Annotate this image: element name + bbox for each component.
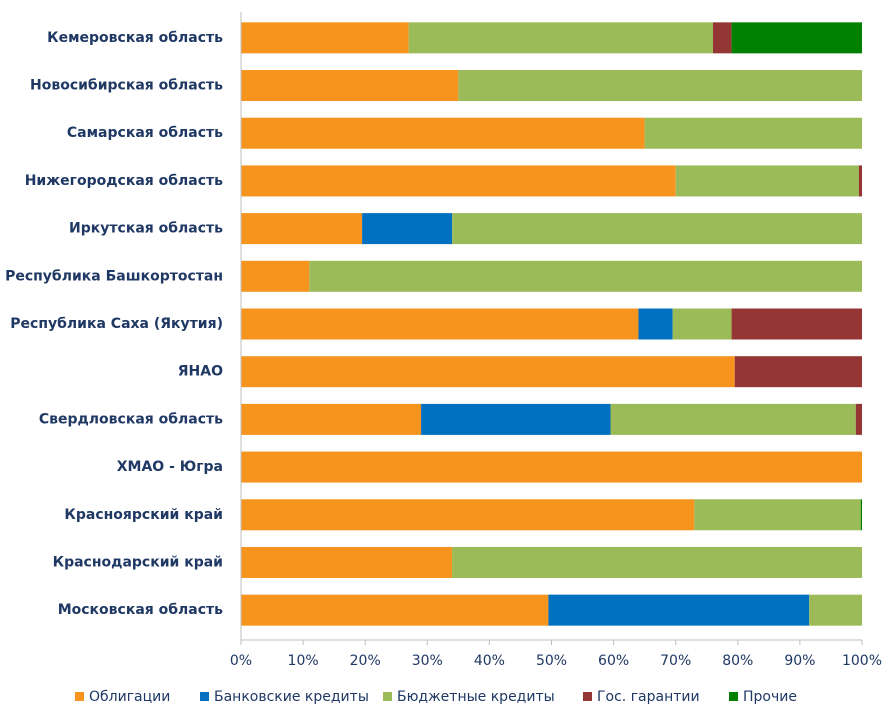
legend-swatch [75,692,84,701]
bar-segment [241,117,645,149]
legend-swatch [200,692,209,701]
x-tick-label: 10% [288,653,319,669]
bar-segment [672,308,732,340]
bar-segment [241,499,695,531]
legend-swatch [583,692,592,701]
bar-segment [241,165,676,197]
bar-segment [241,356,735,388]
legend-swatch [729,692,738,701]
bar-segment [241,260,310,292]
bar-segment [731,22,862,54]
bar-segment [712,22,732,54]
bar-segment [241,546,453,578]
bar-segment [644,117,862,149]
category-label: Новосибирская область [30,78,223,94]
category-label: Кемеровская область [47,30,223,46]
bar-segment [309,260,862,292]
bar-segment [855,403,862,435]
bar-segment [421,403,611,435]
legend-label: Облигации [89,689,170,705]
bar-segment [610,403,856,435]
bar-segment [809,594,862,626]
bar-segment [452,213,862,245]
bar-segment [860,499,862,531]
bar-segment [675,165,859,197]
bar-segment [241,403,422,435]
bar-segment [408,22,713,54]
legend-label: Банковские кредиты [214,689,369,705]
category-label: ЯНАО [178,364,223,380]
x-tick-label: 90% [784,653,815,669]
legend-label: Гос. гарантии [597,689,700,705]
bar-segment [241,213,363,245]
category-label: Иркутская область [69,221,223,237]
bar-segment [452,546,862,578]
x-tick-label: 80% [722,653,753,669]
bar-segment [241,451,862,483]
category-label: Республика Башкортостан [5,268,223,284]
x-tick-label: 50% [536,653,567,669]
legend-swatch [383,692,392,701]
bar-segment [694,499,861,531]
category-label: Нижегородская область [25,173,223,189]
legend-label: Бюджетные кредиты [397,689,555,705]
bar-segment [548,594,810,626]
category-label: Краснодарский край [53,554,223,570]
bar-segment [458,70,862,102]
bar-segment [858,165,862,197]
x-tick-label: 60% [598,653,629,669]
legend-label: Прочие [743,689,797,705]
bar-segment [241,70,459,102]
bar-segment [362,213,453,245]
bar-segment [241,22,409,54]
x-tick-label: 0% [230,653,252,669]
category-label: Свердловская область [39,411,223,427]
bar-segment [638,308,673,340]
x-tick-label: 100% [842,653,882,669]
category-label: ХМАО - Югра [117,459,223,475]
category-label: Республика Саха (Якутия) [10,316,223,332]
x-tick-label: 40% [474,653,505,669]
x-tick-label: 20% [350,653,381,669]
bar-segment [731,308,862,340]
category-label: Московская область [58,602,223,618]
x-tick-label: 30% [412,653,443,669]
x-tick-label: 70% [660,653,691,669]
bar-segment [241,594,549,626]
bar-segment [734,356,862,388]
category-label: Самарская область [67,125,223,141]
category-label: Красноярский край [64,507,223,523]
bar-segment [241,308,639,340]
